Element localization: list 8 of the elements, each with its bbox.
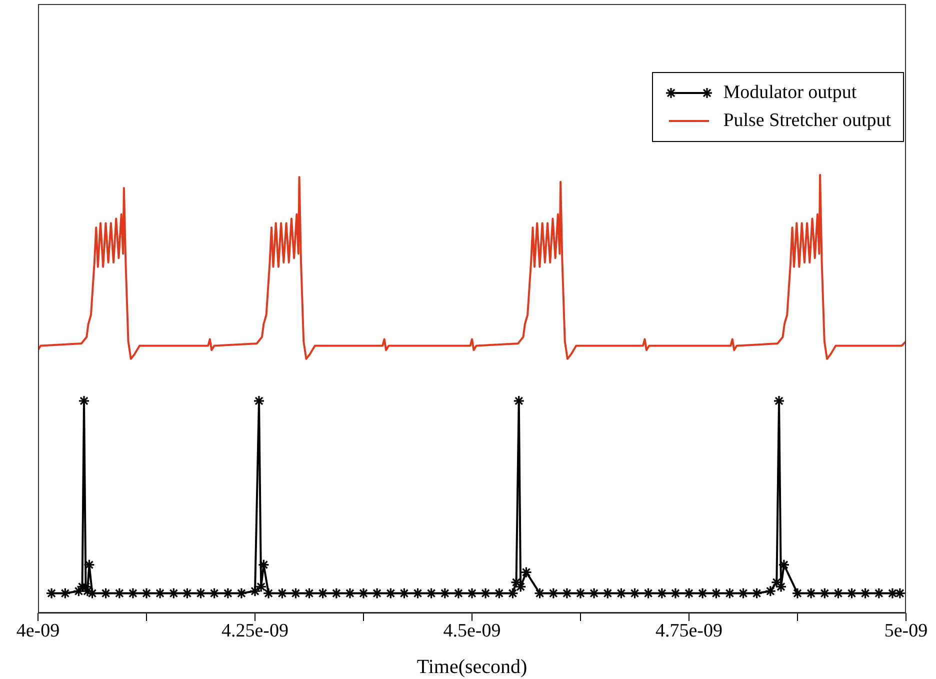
x-tick-label: 5e-09 [884, 620, 928, 642]
x-tick-label: 4.25e-09 [221, 620, 289, 642]
legend-label: Modulator output [723, 81, 857, 105]
x-tick-label: 4.75e-09 [655, 620, 723, 642]
legend-label: Pulse Stretcher output [723, 109, 891, 133]
x-axis-title: Time(second) [416, 656, 528, 678]
x-tick-label: 4e-09 [16, 620, 60, 642]
x-tick-label: 4.5e-09 [443, 620, 501, 642]
